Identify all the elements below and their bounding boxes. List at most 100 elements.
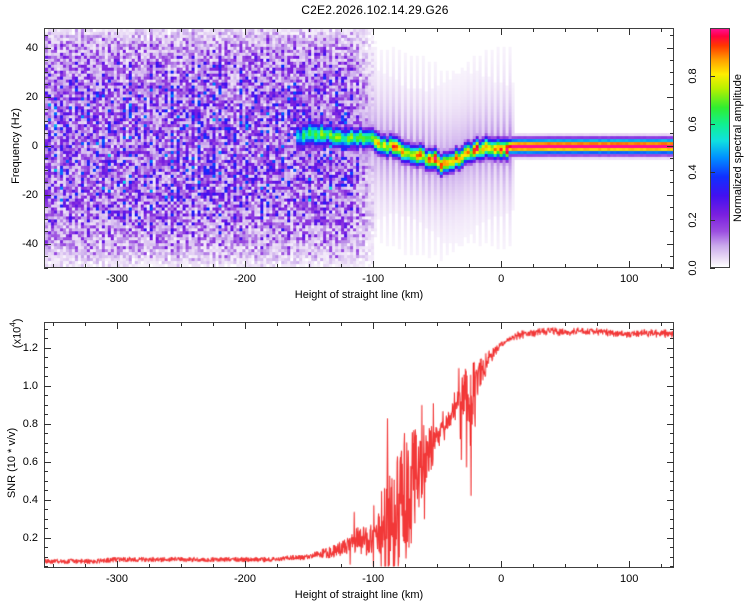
ytick-minor bbox=[44, 84, 48, 86]
xtick-minor-top bbox=[84, 322, 86, 326]
xtick-minor bbox=[84, 564, 86, 568]
snr-yaxis-title: SNR (10 * v/v) bbox=[6, 427, 18, 499]
xtick-minor bbox=[405, 564, 407, 568]
xtick-minor bbox=[52, 264, 54, 268]
ytick-minor bbox=[44, 357, 48, 359]
ytick-minor bbox=[44, 518, 48, 520]
xtick-minor bbox=[149, 264, 150, 268]
ytick-minor bbox=[44, 509, 48, 511]
xtick-minor-top bbox=[597, 28, 599, 32]
xtick-major bbox=[245, 561, 247, 568]
ytick-major-right bbox=[667, 347, 674, 349]
colorbar-tick-label: 0.0 bbox=[687, 260, 699, 276]
xtick-major bbox=[501, 561, 503, 568]
ytick-minor-right bbox=[670, 206, 674, 208]
xtick-minor bbox=[309, 264, 311, 268]
ytick-major bbox=[44, 423, 51, 425]
ytick-label: 0.6 bbox=[22, 455, 38, 468]
ytick-major bbox=[44, 499, 51, 501]
ytick-minor-right bbox=[670, 414, 674, 416]
ytick-minor bbox=[44, 556, 48, 558]
ytick-minor bbox=[44, 108, 48, 110]
ytick-minor bbox=[44, 206, 48, 208]
xtick-major bbox=[116, 561, 118, 568]
colorbar-tick-label: 0.2 bbox=[687, 212, 699, 228]
xtick-major-top bbox=[373, 28, 375, 35]
colorbar-tick bbox=[710, 172, 715, 173]
ytick-minor-right bbox=[670, 566, 674, 568]
spectrogram-yaxis-title: Frequency (Hz) bbox=[10, 108, 22, 184]
colorbar-tick bbox=[710, 124, 715, 125]
ytick-minor-right bbox=[670, 480, 674, 482]
ytick-minor bbox=[44, 442, 48, 444]
ytick-minor-right bbox=[670, 121, 674, 123]
xtick-label: -100 bbox=[362, 273, 385, 285]
snr-yaxis-exponent: (x104) bbox=[8, 318, 24, 349]
xtick-minor bbox=[437, 264, 439, 268]
ytick-minor bbox=[44, 366, 48, 368]
xtick-major-top bbox=[116, 28, 118, 35]
xtick-minor bbox=[213, 264, 215, 268]
ytick-minor bbox=[44, 338, 48, 340]
xtick-major-top bbox=[629, 322, 631, 329]
xtick-minor-top bbox=[565, 322, 567, 326]
xtick-minor-top bbox=[469, 28, 471, 32]
ytick-major-right bbox=[667, 423, 674, 425]
ytick-label: -20 bbox=[22, 188, 38, 201]
colorbar-tick bbox=[710, 220, 715, 221]
ytick-major bbox=[44, 243, 51, 245]
xtick-minor bbox=[405, 264, 407, 268]
xtick-minor bbox=[565, 564, 567, 568]
xtick-minor bbox=[181, 564, 182, 568]
xtick-minor-top bbox=[213, 322, 215, 326]
xtick-minor bbox=[341, 264, 343, 268]
ytick-minor-right bbox=[670, 182, 674, 184]
colorbar-tick-label: 0.8 bbox=[687, 68, 699, 84]
ytick-minor bbox=[44, 566, 48, 568]
ytick-minor-right bbox=[670, 35, 674, 37]
xtick-major-top bbox=[116, 322, 118, 329]
xtick-minor bbox=[149, 564, 150, 568]
ytick-label: 20 bbox=[25, 90, 38, 103]
ytick-minor-right bbox=[670, 528, 674, 530]
snr-xaxis-title: Height of straight line (km) bbox=[294, 589, 424, 601]
xtick-minor-top bbox=[341, 28, 343, 32]
xtick-minor-top bbox=[149, 28, 150, 32]
xtick-minor-top bbox=[437, 28, 439, 32]
ytick-major-right bbox=[667, 385, 674, 387]
xtick-minor-top bbox=[405, 322, 407, 326]
ytick-minor-right bbox=[670, 338, 674, 340]
xtick-minor bbox=[341, 564, 343, 568]
xtick-minor-top bbox=[277, 322, 279, 326]
ytick-minor bbox=[44, 490, 48, 492]
ytick-minor-right bbox=[670, 59, 674, 61]
xtick-minor-top bbox=[405, 28, 407, 32]
xtick-minor bbox=[469, 564, 471, 568]
page-title: C2E2.2026.102.14.29.G26 bbox=[301, 3, 449, 17]
ytick-major-right bbox=[667, 96, 674, 98]
colorbar-title: Normalized spectral amplitude bbox=[732, 74, 744, 222]
ytick-minor-right bbox=[670, 231, 674, 233]
xtick-minor bbox=[437, 564, 439, 568]
ytick-minor-right bbox=[670, 376, 674, 378]
ytick-minor-right bbox=[670, 471, 674, 473]
xtick-label: -300 bbox=[105, 273, 128, 285]
xtick-minor-top bbox=[84, 28, 86, 32]
ytick-minor-right bbox=[670, 452, 674, 454]
xtick-minor bbox=[309, 564, 311, 568]
ytick-minor bbox=[44, 59, 48, 61]
ytick-major bbox=[44, 96, 51, 98]
ytick-minor-right bbox=[670, 219, 674, 221]
colorbar-tick-label: 0.4 bbox=[687, 164, 699, 180]
ytick-minor bbox=[44, 72, 48, 74]
ytick-minor-right bbox=[670, 518, 674, 520]
ytick-minor bbox=[44, 547, 48, 549]
colorbar-tick bbox=[710, 268, 715, 269]
ytick-major-right bbox=[667, 243, 674, 245]
xtick-minor bbox=[597, 264, 599, 268]
ytick-minor-right bbox=[670, 395, 674, 397]
xtick-minor-top bbox=[533, 28, 535, 32]
xtick-major bbox=[629, 561, 631, 568]
xtick-minor-top bbox=[52, 28, 54, 32]
xtick-label: 100 bbox=[619, 573, 639, 585]
